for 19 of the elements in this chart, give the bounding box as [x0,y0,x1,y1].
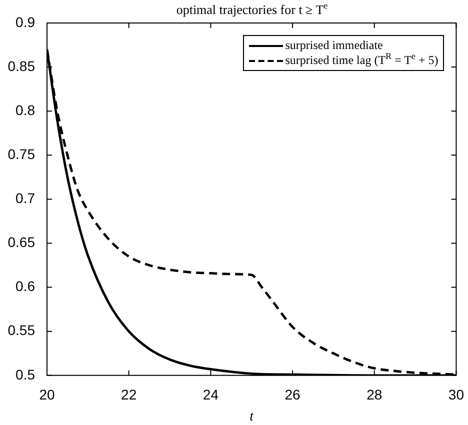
x-tick-label: 24 [202,386,219,403]
y-tick-label: 0.55 [8,322,36,338]
y-tick-label: 0.85 [8,58,36,74]
x-tick-label: 26 [284,386,301,403]
y-tick-label: 0.9 [16,14,36,30]
y-tick-label: 0.75 [8,146,36,162]
x-tick-label: 30 [448,386,464,403]
x-tick-label: 28 [366,386,382,403]
legend-label: surprised immediate [285,38,383,53]
y-tick-label: 0.8 [16,102,36,118]
legend-label: surprised time lag (T$^{R}$ = T$^{e}$ + 5) [285,51,438,68]
y-tick-label: 0.65 [8,234,36,250]
chart-title: optimal trajectories for t ≥ T$^{e}$ [175,0,329,18]
x-tick-label: 20 [39,386,55,403]
x-tick-label: 22 [121,386,137,403]
y-tick-label: 0.6 [16,278,36,294]
y-tick-label: 0.5 [16,366,36,382]
y-tick-label: 0.7 [16,190,36,206]
x-axis-title: t [250,409,255,424]
